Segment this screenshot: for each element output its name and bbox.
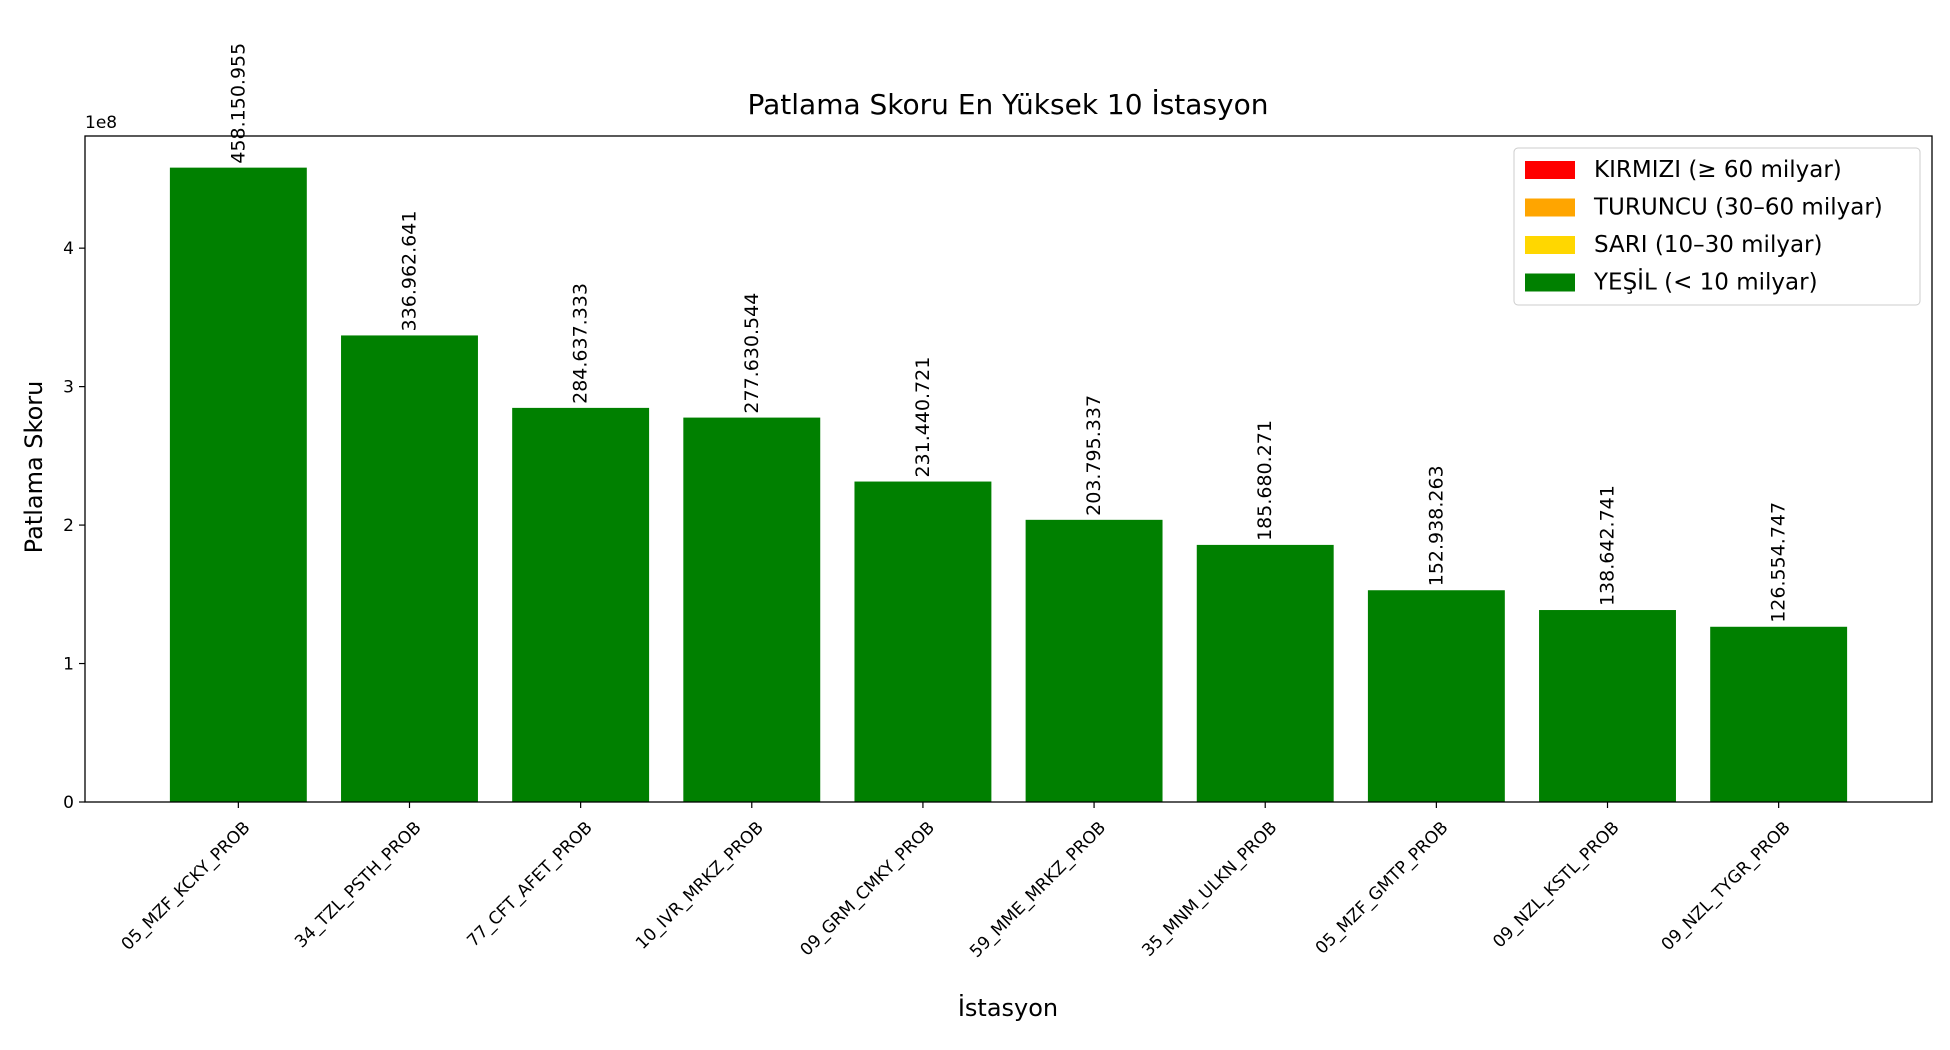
bar (512, 407, 650, 802)
legend-swatch (1525, 273, 1575, 292)
legend-label: KIRMIZI (≥ 60 milyar) (1594, 157, 1842, 183)
bar (1710, 626, 1848, 802)
bar (1196, 544, 1334, 802)
bar (1539, 610, 1676, 802)
value-label: 185.680.271 (1254, 420, 1276, 541)
bar (854, 481, 992, 802)
legend-swatch (1525, 236, 1575, 254)
y-axis-label: Patlama Skoru (20, 381, 48, 554)
value-label: 231.440.721 (912, 357, 934, 478)
bar (1025, 519, 1163, 802)
value-label: 336.962.641 (398, 211, 420, 332)
y-tick-label: 3 (63, 378, 74, 398)
y-tick-label: 4 (63, 239, 74, 259)
value-label: 152.938.263 (1425, 465, 1447, 586)
legend-label: YEŞİL (< 10 milyar) (1593, 268, 1818, 296)
value-label: 203.795.337 (1083, 395, 1105, 516)
x-axis-label: İstasyon (958, 993, 1058, 1022)
y-tick-label: 1 (63, 655, 74, 675)
value-label: 277.630.544 (741, 293, 763, 414)
bar (169, 167, 307, 802)
plot-frame (84, 135, 1933, 803)
y-tick-label: 2 (63, 516, 74, 536)
bar (1367, 590, 1505, 802)
value-label: 126.554.747 (1768, 502, 1790, 623)
legend-box (1513, 147, 1921, 306)
chart-title: Patlama Skoru En Yüksek 10 İstasyon (748, 88, 1269, 121)
value-label: 284.637.333 (570, 283, 592, 404)
legend-label: SARI (10–30 milyar) (1594, 232, 1822, 258)
legend-swatch (1525, 198, 1575, 217)
y-tick-label: 0 (63, 793, 74, 813)
y-offset-label: 1e8 (85, 113, 117, 133)
bar (341, 335, 478, 802)
bar (683, 417, 821, 802)
legend-swatch (1525, 161, 1575, 179)
value-label: 138.642.741 (1597, 485, 1619, 606)
value-label: 458.150.955 (227, 43, 249, 164)
legend-label: TURUNCU (30–60 milyar) (1593, 195, 1883, 221)
